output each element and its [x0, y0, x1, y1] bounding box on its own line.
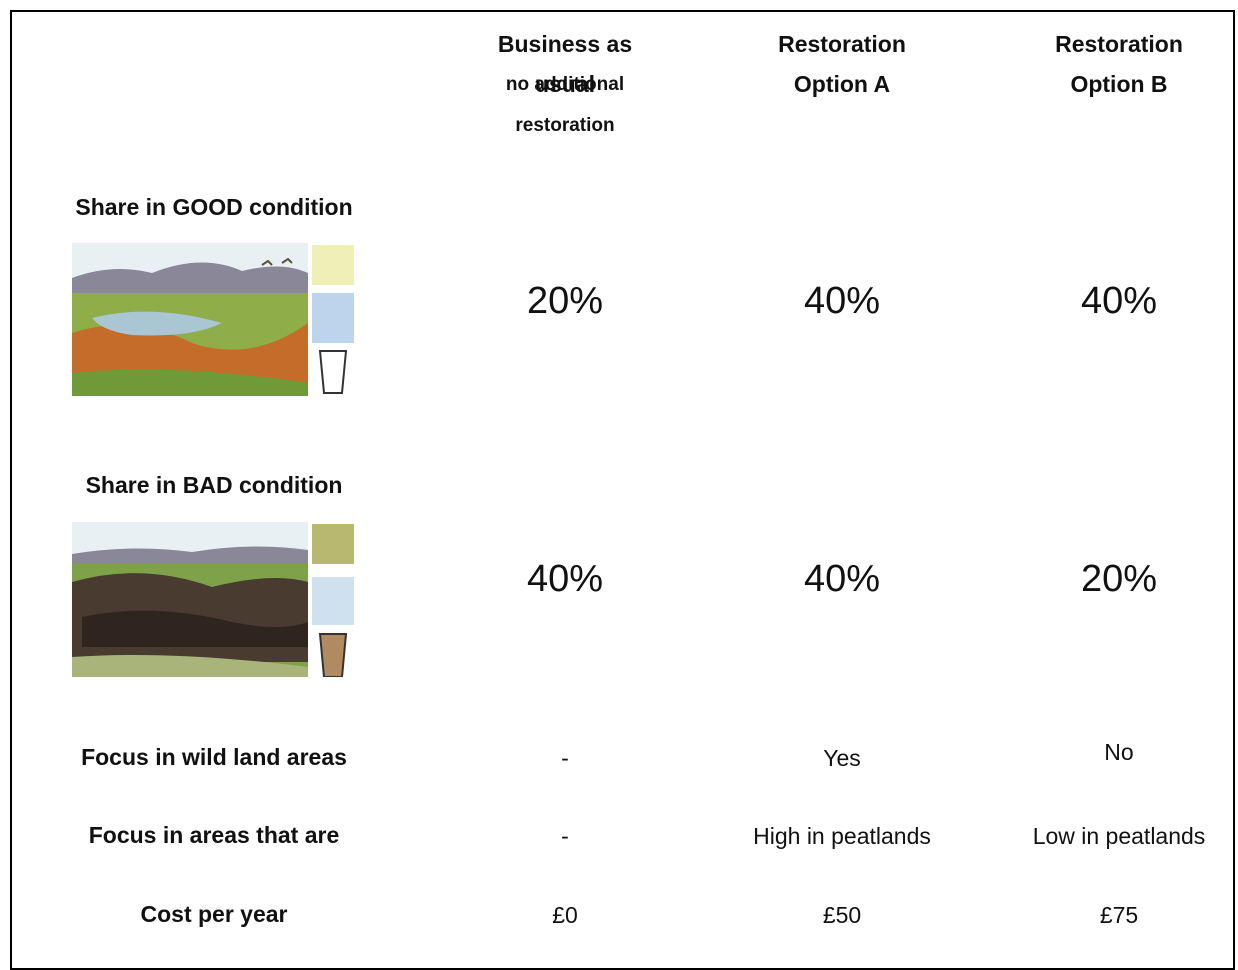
- cell-value: 40%: [1081, 280, 1157, 323]
- cell-value: 20%: [527, 280, 603, 323]
- cell-value: £75: [1100, 902, 1138, 929]
- cell-value: 20%: [1081, 558, 1157, 601]
- cell-value: -: [561, 745, 569, 772]
- row-label: Focus in wild land areas: [81, 744, 347, 771]
- cell-value: £50: [823, 902, 861, 929]
- row-label: Focus in areas that are: [89, 822, 340, 849]
- good-peatland-image: [72, 243, 356, 396]
- row-label: Share in BAD condition: [86, 472, 343, 499]
- cell-value: 40%: [804, 558, 880, 601]
- row-label: Cost per year: [140, 901, 287, 928]
- cell-value: 40%: [527, 558, 603, 601]
- row-label: Share in GOOD condition: [75, 194, 352, 221]
- cell-value: Yes: [823, 745, 861, 772]
- cell-value: High in peatlands: [753, 823, 931, 850]
- bad-peatland-image: [72, 522, 356, 677]
- cell-value: Low in peatlands: [1033, 823, 1206, 850]
- cell-value: -: [561, 823, 569, 850]
- cell-value: No: [1104, 739, 1133, 766]
- column-title: Restoration Option B: [1034, 24, 1204, 104]
- column-subtitle: no additional restoration: [470, 64, 660, 146]
- cell-value: £0: [552, 902, 578, 929]
- column-title: Restoration Option A: [757, 24, 927, 104]
- page: Business as usual no additional restorat…: [0, 0, 1238, 949]
- cell-value: 40%: [804, 280, 880, 323]
